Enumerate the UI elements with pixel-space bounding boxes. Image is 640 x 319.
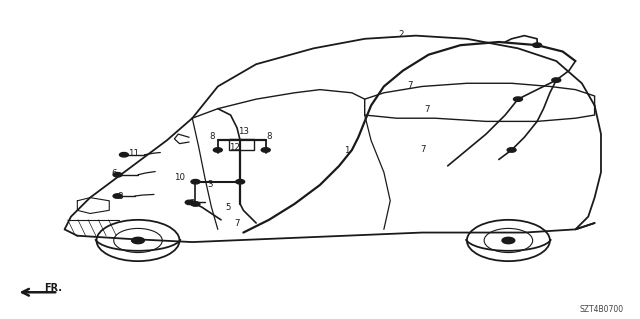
Circle shape — [507, 148, 516, 152]
Circle shape — [185, 200, 194, 204]
Circle shape — [532, 43, 541, 48]
Text: SZT4B0700: SZT4B0700 — [579, 305, 623, 314]
Text: FR.: FR. — [44, 283, 62, 293]
Circle shape — [513, 97, 522, 101]
Text: 7: 7 — [234, 219, 240, 227]
Text: 8: 8 — [266, 132, 272, 141]
Text: 13: 13 — [238, 127, 249, 136]
Text: 1: 1 — [344, 146, 349, 155]
Text: 6: 6 — [112, 169, 117, 178]
Circle shape — [113, 194, 122, 198]
Text: 2: 2 — [398, 30, 403, 39]
Bar — [229, 139, 253, 150]
Circle shape — [236, 180, 244, 184]
Text: 7: 7 — [420, 145, 426, 154]
Circle shape — [120, 152, 129, 157]
Text: 5: 5 — [225, 203, 231, 212]
Text: 3: 3 — [207, 180, 213, 189]
Circle shape — [261, 148, 270, 152]
Text: 12: 12 — [228, 143, 239, 152]
Text: 8: 8 — [117, 192, 122, 202]
Text: 7: 7 — [425, 105, 430, 114]
Text: 7: 7 — [408, 81, 413, 90]
Circle shape — [191, 180, 200, 184]
Circle shape — [132, 237, 145, 244]
Circle shape — [213, 148, 222, 152]
Circle shape — [191, 202, 200, 206]
Circle shape — [552, 78, 561, 82]
Circle shape — [502, 237, 515, 244]
Circle shape — [113, 173, 122, 177]
Text: 8: 8 — [189, 199, 195, 208]
Text: 11: 11 — [129, 149, 140, 158]
Text: 8: 8 — [209, 132, 214, 141]
Text: 10: 10 — [174, 173, 186, 182]
